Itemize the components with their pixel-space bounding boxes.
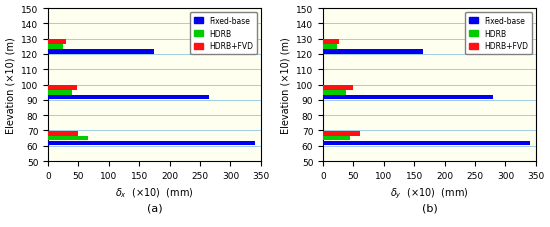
Bar [323,86,354,90]
Bar [323,50,424,54]
Bar [48,141,255,146]
Bar [48,131,79,136]
Bar [48,86,77,90]
Bar [48,45,63,49]
Bar [48,136,87,141]
Bar [323,136,350,141]
Legend: Fixed-base, HDRB, HDRB+FVD: Fixed-base, HDRB, HDRB+FVD [465,13,532,55]
Bar [48,40,67,44]
Title: (a): (a) [147,203,162,213]
Bar [48,50,155,54]
Bar [323,131,360,136]
Bar [323,95,493,100]
Bar [323,91,346,95]
Y-axis label: Elevation (×10) (m): Elevation (×10) (m) [6,37,15,133]
Title: (b): (b) [422,203,437,213]
Legend: Fixed-base, HDRB, HDRB+FVD: Fixed-base, HDRB, HDRB+FVD [190,13,257,55]
Bar [323,141,530,146]
X-axis label: $\delta_x$  (×10)  (mm): $\delta_x$ (×10) (mm) [115,185,194,199]
Bar [48,91,73,95]
Bar [323,40,339,44]
Bar [48,95,209,100]
Y-axis label: Elevation (×10) (m): Elevation (×10) (m) [280,37,290,133]
X-axis label: $\delta_y$  (×10)  (mm): $\delta_y$ (×10) (mm) [390,185,469,200]
Bar [323,45,337,49]
